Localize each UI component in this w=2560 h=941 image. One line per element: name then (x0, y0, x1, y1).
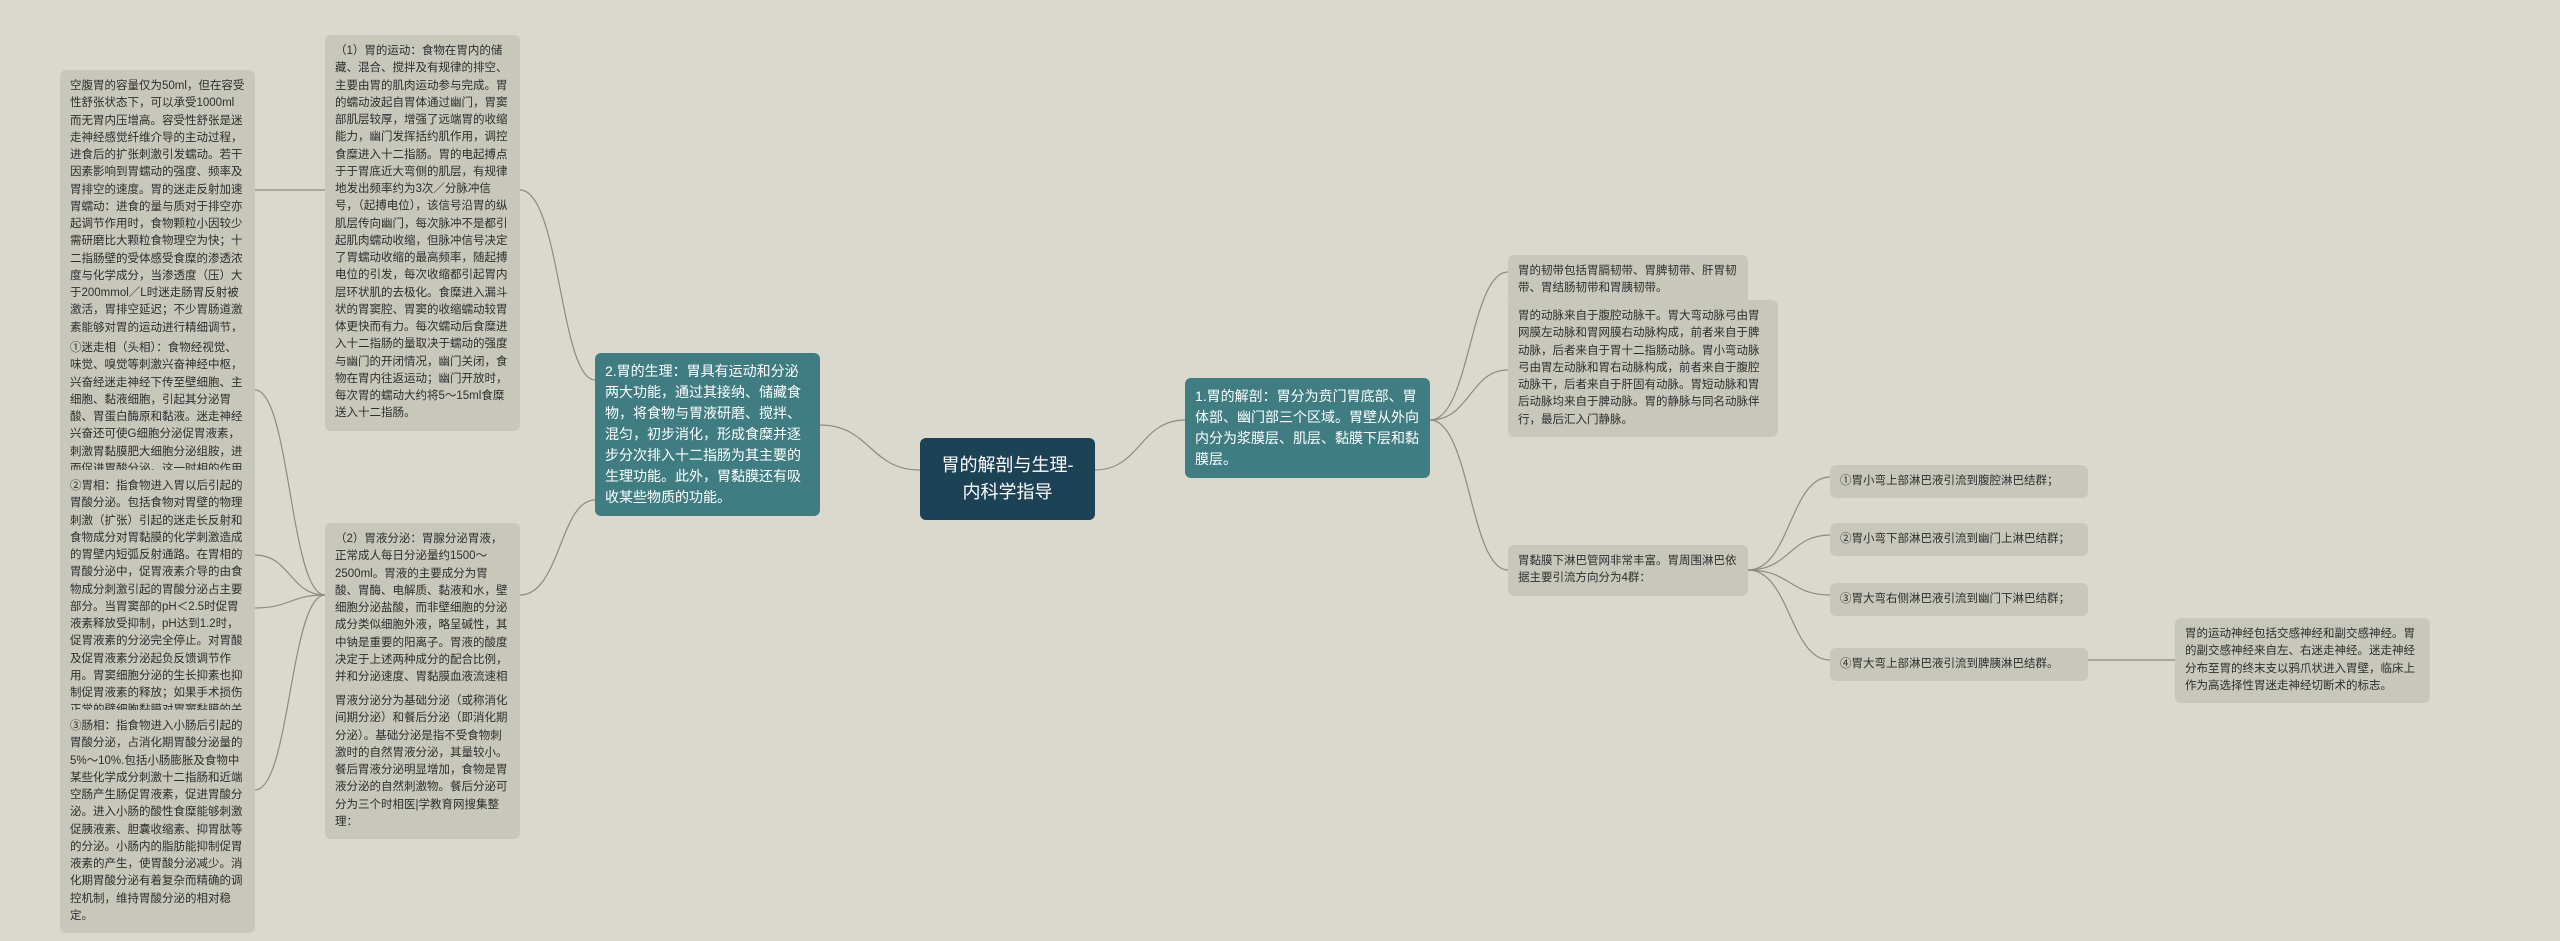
branch-physiology-text: 2.胃的生理：胃具有运动和分泌两大功能，通过其接纳、储藏食物，将食物与胃液研磨、… (605, 363, 801, 505)
leaf-nerve-text: 胃的运动神经包括交感神经和副交感神经。胃的副交感神经来自左、右迷走神经。迷走神经… (2185, 628, 2415, 692)
branch-anatomy-text: 1.胃的解剖：胃分为贲门胃底部、胃体部、幽门部三个区域。胃壁从外向内分为浆膜层、… (1195, 388, 1419, 467)
leaf-lymph-1: ①胃小弯上部淋巴液引流到腹腔淋巴结群； (1830, 465, 2088, 498)
leaf-secretion-text: （2）胃液分泌：胃腺分泌胃液，正常成人每日分泌量约1500～2500ml。胃液的… (335, 533, 508, 700)
leaf-lymph-4-text: ④胃大弯上部淋巴液引流到脾胰淋巴结群。 (1840, 658, 2059, 670)
leaf-empty-stomach: 空腹胃的容量仅为50ml，但在容受性舒张状态下，可以承受1000ml而无胃内压增… (60, 70, 255, 362)
root-node: 胃的解剖与生理-内科学指导 (920, 438, 1095, 520)
leaf-arteries: 胃的动脉来自于腹腔动脉干。胃大弯动脉弓由胃网膜左动脉和胃网膜右动脉构成，前者来自… (1508, 300, 1778, 437)
leaf-motility: （1）胃的运动：食物在胃内的储藏、混合、搅拌及有规律的排空、主要由胃的肌肉运动参… (325, 35, 520, 431)
leaf-lymph-3-text: ③胃大弯右侧淋巴液引流到幽门下淋巴结群； (1840, 593, 2070, 605)
leaf-ligaments-text: 胃的韧带包括胃膈韧带、胃脾韧带、肝胃韧带、胃结肠韧带和胃胰韧带。 (1518, 265, 1737, 294)
leaf-nerve: 胃的运动神经包括交感神经和副交感神经。胃的副交感神经来自左、右迷走神经。迷走神经… (2175, 618, 2430, 703)
leaf-intestinal-phase: ③肠相：指食物进入小肠后引起的胃酸分泌，占消化期胃酸分泌量的5%～10%.包括小… (60, 710, 255, 933)
branch-physiology: 2.胃的生理：胃具有运动和分泌两大功能，通过其接纳、储藏食物，将食物与胃液研磨、… (595, 353, 820, 516)
leaf-lymph-2-text: ②胃小弯下部淋巴液引流到幽门上淋巴结群； (1840, 533, 2070, 545)
leaf-secretion: （2）胃液分泌：胃腺分泌胃液，正常成人每日分泌量约1500～2500ml。胃液的… (325, 523, 520, 712)
leaf-arteries-text: 胃的动脉来自于腹腔动脉干。胃大弯动脉弓由胃网膜左动脉和胃网膜右动脉构成，前者来自… (1518, 310, 1760, 426)
branch-anatomy: 1.胃的解剖：胃分为贲门胃底部、胃体部、幽门部三个区域。胃壁从外向内分为浆膜层、… (1185, 378, 1430, 478)
leaf-lymph-2: ②胃小弯下部淋巴液引流到幽门上淋巴结群； (1830, 523, 2088, 556)
leaf-lymph-4: ④胃大弯上部淋巴液引流到脾胰淋巴结群。 (1830, 648, 2088, 681)
leaf-lymph-text: 胃黏膜下淋巴管网非常丰富。胃周围淋巴依据主要引流方向分为4群： (1518, 555, 1737, 584)
leaf-lymph-3: ③胃大弯右侧淋巴液引流到幽门下淋巴结群； (1830, 583, 2088, 616)
leaf-lymph: 胃黏膜下淋巴管网非常丰富。胃周围淋巴依据主要引流方向分为4群： (1508, 545, 1748, 596)
leaf-ligaments: 胃的韧带包括胃膈韧带、胃脾韧带、肝胃韧带、胃结肠韧带和胃胰韧带。 (1508, 255, 1748, 306)
leaf-intestinal-phase-text: ③肠相：指食物进入小肠后引起的胃酸分泌，占消化期胃酸分泌量的5%～10%.包括小… (70, 720, 243, 922)
leaf-basal-secretion-visible-text: 胃液分泌分为基础分泌（或称消化间期分泌）和餐后分泌（即消化期分泌）。基础分泌是指… (335, 695, 508, 828)
root-title: 胃的解剖与生理-内科学指导 (942, 455, 1074, 502)
leaf-lymph-1-text: ①胃小弯上部淋巴液引流到腹腔淋巴结群； (1840, 475, 2059, 487)
leaf-basal-secretion-visible: 胃液分泌分为基础分泌（或称消化间期分泌）和餐后分泌（即消化期分泌）。基础分泌是指… (325, 685, 520, 839)
leaf-empty-stomach-text: 空腹胃的容量仅为50ml，但在容受性舒张状态下，可以承受1000ml而无胃内压增… (70, 80, 244, 351)
leaf-motility-text: （1）胃的运动：食物在胃内的储藏、混合、搅拌及有规律的排空、主要由胃的肌肉运动参… (335, 45, 508, 419)
